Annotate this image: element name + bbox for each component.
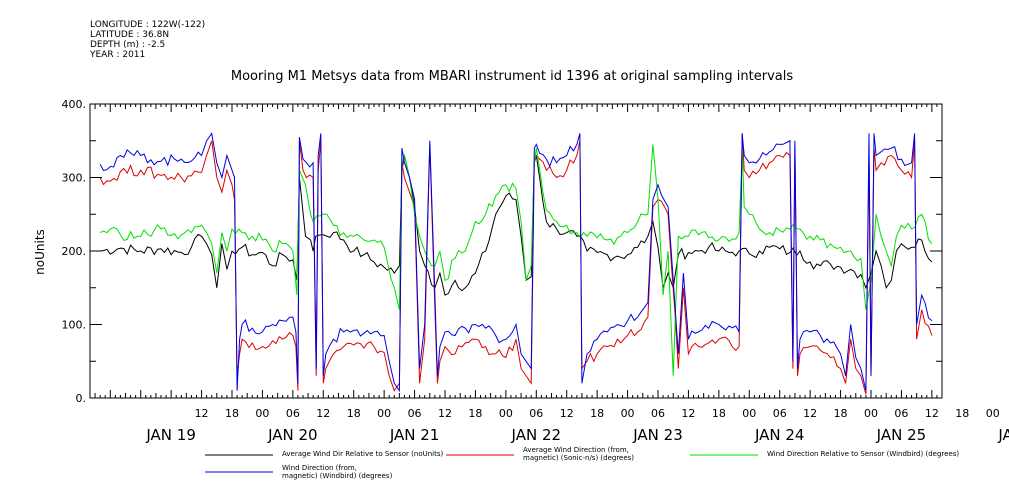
x-tick-label: 12 bbox=[681, 407, 695, 420]
x-tick-label: 06 bbox=[529, 407, 543, 420]
x-tick-label: 06 bbox=[651, 407, 665, 420]
x-tick-label: 12 bbox=[925, 407, 939, 420]
longitude-text: LONGITUDE : 122W(-122) bbox=[90, 20, 206, 30]
day-label: JAN 26 bbox=[997, 426, 1009, 444]
x-tick-label: 18 bbox=[468, 407, 482, 420]
legend-label-2: Average Wind Direction (from, bbox=[523, 446, 629, 454]
x-tick-label: 00 bbox=[377, 407, 391, 420]
legend-label-4: Wind Direction (from, bbox=[282, 464, 357, 472]
day-label: JAN 21 bbox=[389, 426, 440, 444]
day-label: JAN 24 bbox=[754, 426, 805, 444]
x-tick-label: 12 bbox=[195, 407, 209, 420]
legend-label-3: Wind Direction Relative to Sensor (Windb… bbox=[767, 450, 959, 458]
day-label: JAN 22 bbox=[511, 426, 562, 444]
x-tick-label: 00 bbox=[499, 407, 513, 420]
x-tick-label: 00 bbox=[742, 407, 756, 420]
x-tick-label: 06 bbox=[286, 407, 300, 420]
x-tick-label: 00 bbox=[255, 407, 269, 420]
legend-label-1: Average Wind Dir Relative to Sensor (noU… bbox=[282, 450, 443, 458]
x-tick-label: 18 bbox=[225, 407, 239, 420]
day-label: JAN 20 bbox=[267, 426, 318, 444]
x-tick-label: 18 bbox=[712, 407, 726, 420]
legend: Average Wind Dir Relative to Sensor (noU… bbox=[205, 446, 959, 480]
x-tick-label: 00 bbox=[986, 407, 1000, 420]
latitude-text: LATITUDE : 36.8N bbox=[90, 30, 170, 40]
day-label: JAN 19 bbox=[145, 426, 196, 444]
y-tick-label: 0. bbox=[76, 392, 87, 405]
x-tick-label: 18 bbox=[834, 407, 848, 420]
day-label: JAN 25 bbox=[876, 426, 927, 444]
x-tick-label: 12 bbox=[803, 407, 817, 420]
chart-title: Mooring M1 Metsys data from MBARI instru… bbox=[231, 69, 793, 84]
x-tick-label: 18 bbox=[955, 407, 969, 420]
year-text: YEAR : 2011 bbox=[90, 50, 146, 60]
x-tick-label: 06 bbox=[408, 407, 422, 420]
series-line-2 bbox=[99, 133, 933, 395]
plot-frame bbox=[89, 103, 943, 399]
day-label: JAN 23 bbox=[632, 426, 683, 444]
x-tick-label: 00 bbox=[864, 407, 878, 420]
legend-label-2: magnetic) (Sonic-n/s) (degrees) bbox=[523, 454, 634, 462]
series-line-4 bbox=[99, 132, 933, 393]
y-tick-label: 200. bbox=[62, 245, 87, 258]
y-axis-label: noUnits bbox=[33, 229, 47, 275]
y-tick-label: 400. bbox=[62, 98, 87, 111]
x-tick-label: 12 bbox=[438, 407, 452, 420]
x-tick-label: 18 bbox=[347, 407, 361, 420]
series-line-3 bbox=[99, 144, 933, 376]
legend-label-4: magnetic) (Windbird) (degrees) bbox=[282, 472, 393, 480]
y-tick-label: 100. bbox=[62, 319, 87, 332]
metadata-block: LONGITUDE : 122W(-122) LATITUDE : 36.8N … bbox=[90, 20, 205, 60]
x-tick-label: 18 bbox=[590, 407, 604, 420]
x-tick-label: 12 bbox=[316, 407, 330, 420]
x-tick-label: 06 bbox=[894, 407, 908, 420]
x-tick-label: 00 bbox=[621, 407, 635, 420]
y-tick-label: 300. bbox=[62, 172, 87, 185]
series-line-1 bbox=[100, 155, 933, 296]
depth-text: DEPTH (m) : -2.5 bbox=[90, 40, 166, 50]
x-tick-label: 12 bbox=[560, 407, 574, 420]
x-tick-label: 06 bbox=[773, 407, 787, 420]
